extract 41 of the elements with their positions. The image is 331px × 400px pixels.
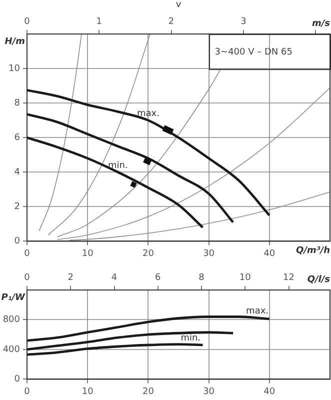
annotation: max. bbox=[246, 306, 269, 317]
x2-tick-label: 3 bbox=[240, 16, 246, 27]
annotation: min. bbox=[108, 160, 128, 171]
x2-tick-label: 2 bbox=[68, 272, 74, 283]
x2-tick-label: 12 bbox=[283, 272, 294, 283]
y-tick-label: 4 bbox=[14, 167, 20, 178]
y-axis-title: H/m bbox=[4, 36, 25, 47]
annotation: max. bbox=[136, 109, 160, 120]
x2-tick-label: 8 bbox=[198, 272, 205, 283]
x-axis-title: Q/m³/h bbox=[296, 246, 330, 256]
y-tick-label: 400 bbox=[2, 344, 20, 355]
y-tick-label: 10 bbox=[8, 64, 20, 74]
text: 3~400 V – DN 65 bbox=[214, 47, 292, 58]
y-tick-label: 2 bbox=[14, 202, 20, 212]
x-tick-label: 0 bbox=[24, 386, 30, 397]
x-tick-label: 20 bbox=[142, 386, 154, 397]
x2-axis-title: m/s bbox=[312, 18, 331, 29]
y-tick-label: 8 bbox=[14, 98, 20, 108]
x-tick-label: 30 bbox=[203, 248, 215, 259]
annotation: min. bbox=[180, 333, 201, 344]
y-tick-label: 6 bbox=[14, 132, 20, 143]
x2-axis-title: Q/l/s bbox=[307, 274, 331, 285]
x-tick-label: 40 bbox=[264, 248, 276, 259]
x2-tick-label: 10 bbox=[239, 272, 252, 283]
x-tick-label: 10 bbox=[82, 386, 94, 397]
x-tick-label: 20 bbox=[142, 248, 154, 259]
y-tick-label: 0 bbox=[14, 374, 20, 385]
x2-tick-label: 0 bbox=[24, 272, 30, 283]
text: v bbox=[176, 0, 182, 10]
x2-tick-label: 4 bbox=[111, 272, 118, 283]
x-tick-label: 0 bbox=[24, 248, 30, 259]
x-tick-label: 10 bbox=[82, 248, 94, 259]
x2-tick-label: 6 bbox=[155, 272, 162, 283]
x2-tick-label: 2 bbox=[168, 16, 174, 27]
x-tick-label: 40 bbox=[264, 386, 276, 397]
y-tick-label: 0 bbox=[14, 236, 20, 247]
x-tick-label: 30 bbox=[203, 386, 215, 397]
y-tick-label: 800 bbox=[2, 315, 20, 326]
y-axis-title: P₁/W bbox=[1, 292, 26, 303]
x2-tick-label: 0 bbox=[24, 16, 30, 27]
x2-tick-label: 1 bbox=[96, 16, 102, 27]
